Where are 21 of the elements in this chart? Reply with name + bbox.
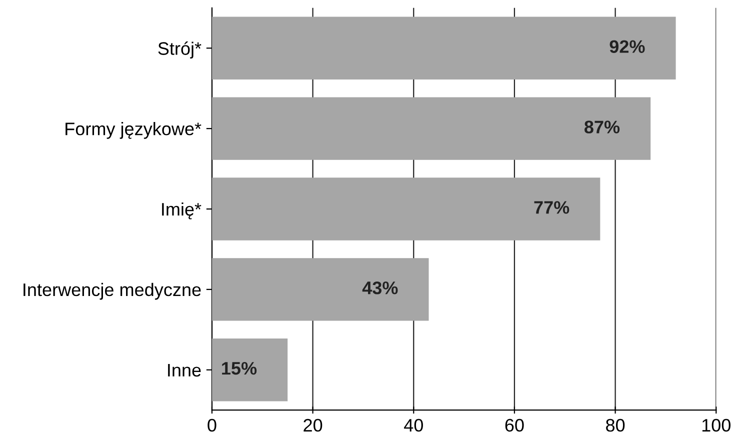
x-tick-label: 20 [304, 418, 322, 432]
bar [212, 338, 288, 402]
data-label: 15% [222, 362, 257, 375]
y-tick-label: Formy językowe* [66, 122, 202, 139]
x-tick-label: 60 [505, 418, 524, 432]
bar [212, 258, 429, 321]
data-label: 92% [610, 40, 645, 53]
y-tick-label: Imię* [162, 202, 202, 220]
x-tick-label: 100 [702, 418, 730, 432]
bar [212, 178, 600, 240]
bar [212, 16, 676, 80]
y-tick-label: Inne [168, 364, 201, 377]
x-tick-label: 40 [404, 418, 423, 432]
data-label: 77% [534, 201, 570, 214]
bar [212, 97, 651, 160]
x-tick-label: 0 [208, 418, 216, 432]
y-tick-label: Interwencje medyczne [24, 282, 201, 300]
x-tick-label: 80 [606, 418, 625, 432]
data-label: 87% [584, 120, 620, 134]
y-tick-label: Strój* [158, 41, 202, 59]
data-label: 43% [362, 281, 398, 294]
